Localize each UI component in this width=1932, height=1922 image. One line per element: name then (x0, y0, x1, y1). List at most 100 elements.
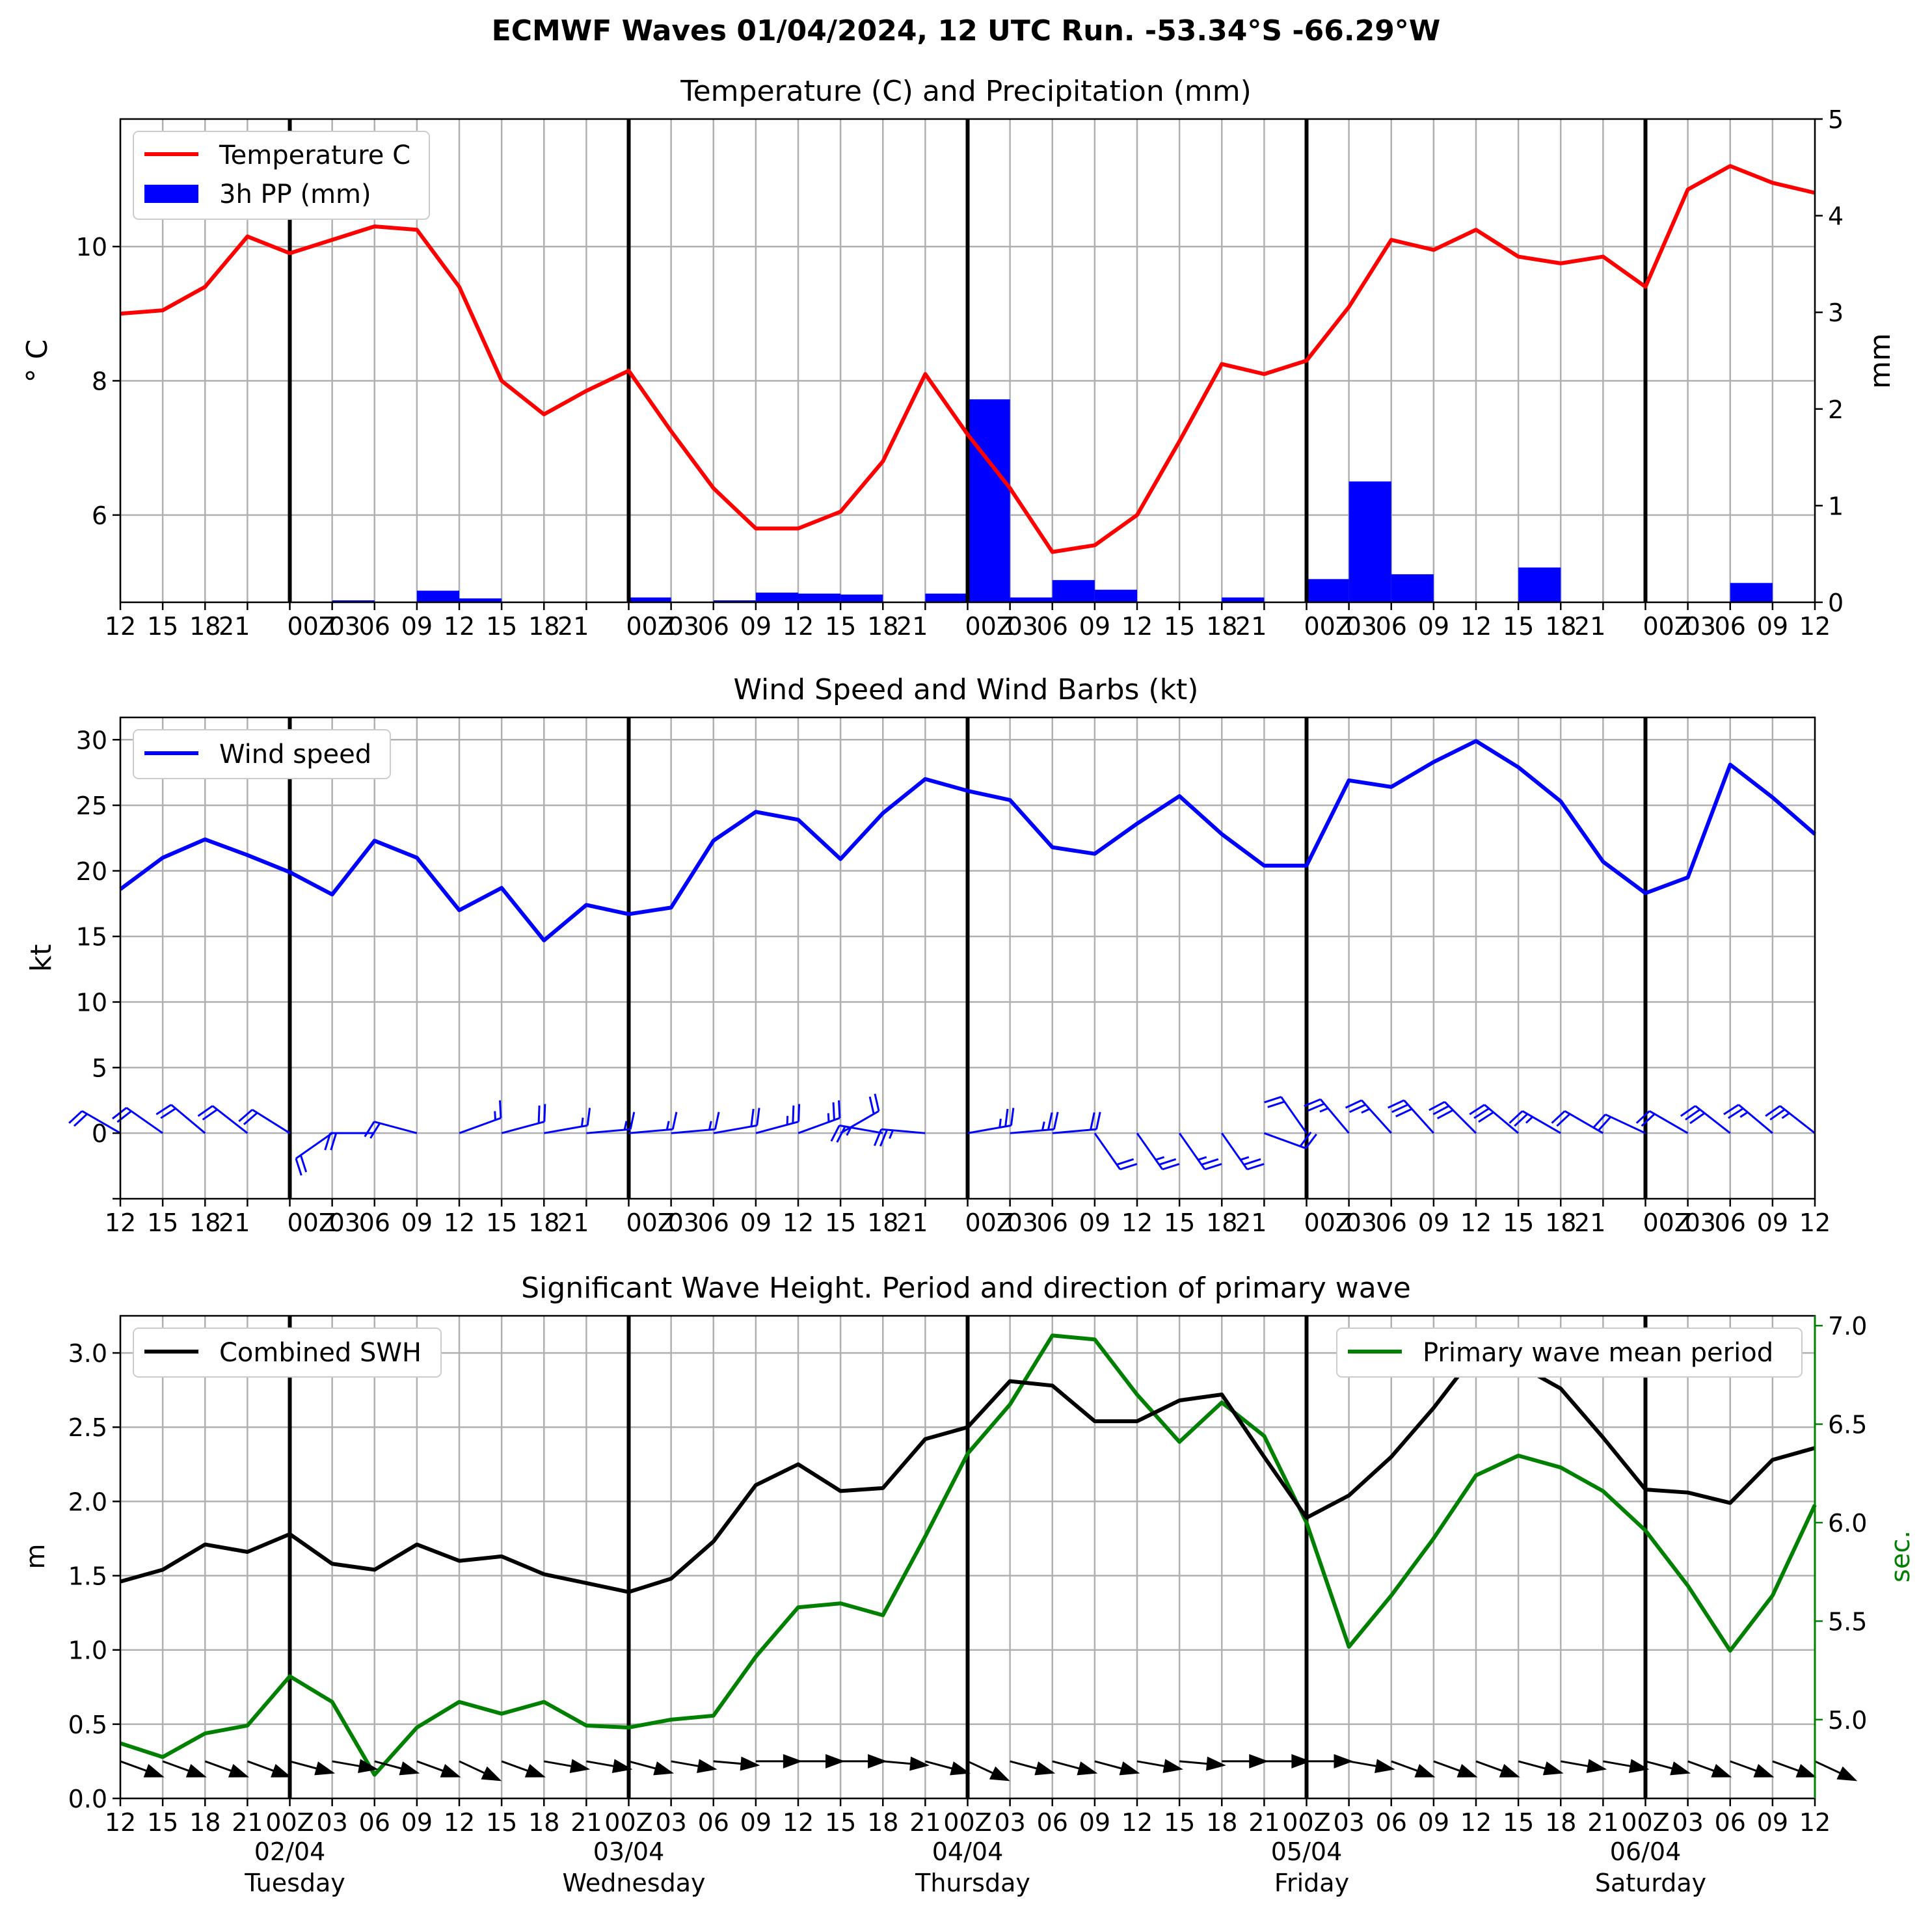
barb-half-flag (494, 1111, 496, 1121)
precip-bar (840, 594, 883, 602)
wave-arrow (1814, 1760, 1858, 1782)
x-tick-label: 12 (1121, 612, 1153, 641)
wind-barb (1469, 1104, 1520, 1134)
x-tick-label: 03 (994, 1808, 1025, 1837)
barb-flag (1047, 1112, 1053, 1130)
arrow-head (1586, 1759, 1607, 1774)
barb-half-flag (827, 1113, 830, 1123)
barb-staff (967, 1124, 1012, 1134)
wave-arrow (713, 1756, 760, 1771)
arrow-head (1836, 1766, 1858, 1782)
legend-wind-label: Wind speed (219, 740, 371, 769)
arrow-head (1077, 1761, 1098, 1776)
barb-flag (364, 1121, 375, 1138)
x-tick-label: 21 (219, 612, 250, 641)
x-tick-label: 21 (1248, 1808, 1280, 1837)
temperature-y-ticks: 6 8 10 (76, 233, 120, 530)
barb-half-flag (623, 1121, 628, 1130)
temperature-panel-title: Temperature (C) and Precipitation (mm) (680, 75, 1252, 108)
x-tick-label: 09 (740, 612, 771, 641)
x-tick-label: 06 (1376, 1208, 1407, 1237)
arrow-head (989, 1766, 1010, 1782)
barb-flag (1201, 1158, 1219, 1166)
x-tick-label: 12 (105, 1208, 136, 1237)
x-tick-label: 15 (1503, 1808, 1534, 1837)
legend-box (133, 729, 391, 779)
x-tick-label: 06 (1376, 1808, 1407, 1837)
legend-precip-label: 3h PP (mm) (219, 180, 371, 209)
barb-half-flag (1319, 1107, 1329, 1113)
wind-barb (1680, 1105, 1731, 1134)
wind-legend: Wind speed (133, 729, 391, 779)
x-tick-label: 18 (528, 1808, 559, 1837)
x-tick-label: 06 (1037, 612, 1068, 641)
x-tick-label: 18 (867, 612, 898, 641)
legend-box (1336, 1328, 1803, 1378)
precip-bar (1222, 597, 1265, 602)
arrow-head (440, 1763, 461, 1778)
barb-flag (1116, 1158, 1134, 1166)
legend-temperature-label: Temperature C (219, 140, 410, 170)
x-tick-label: 03 (655, 1808, 686, 1837)
barb-flag (1685, 1108, 1701, 1121)
wave-arrow (1560, 1759, 1607, 1774)
x-tick-label: 18 (1206, 612, 1237, 641)
barb-staff (126, 1106, 163, 1134)
x-tick-label: 12 (1460, 612, 1492, 641)
precip-bar (925, 593, 968, 602)
x-tick-label: 15 (825, 1808, 856, 1837)
barb-staff (373, 1121, 418, 1134)
x-tick-label: 00Z (1304, 1208, 1352, 1237)
x-tick-label: 21 (570, 1808, 602, 1837)
wave-arrow (1264, 1754, 1311, 1769)
y-tick-label: 2.5 (68, 1413, 107, 1442)
wind-barb (713, 1108, 760, 1134)
wave-arrow (1687, 1760, 1732, 1778)
wind-barb (840, 1093, 880, 1134)
wind-barb (628, 1112, 678, 1134)
wind-barb (671, 1112, 720, 1134)
day-date-label: 06/04 (1610, 1837, 1682, 1866)
arrow-head (1162, 1759, 1183, 1774)
arrow-head (1795, 1763, 1817, 1778)
barb-staff (1779, 1105, 1816, 1134)
wave-arrow (247, 1760, 292, 1778)
barb-staff (1695, 1105, 1731, 1134)
barb-half-flag (1361, 1108, 1370, 1114)
x-tick-label: 06 (1715, 612, 1746, 641)
y2-tick-label: 6.5 (1828, 1411, 1867, 1439)
day-labels: 02/04 Tuesday 03/04 Wednesday 04/04 Thursday 0… (244, 1837, 1706, 1897)
wave-arrow (671, 1759, 718, 1774)
x-tick-label: 06 (359, 612, 390, 641)
wind-barb (1264, 1096, 1308, 1134)
wind-barb (1592, 1114, 1646, 1134)
precip-bar (1348, 481, 1391, 602)
x-tick-label: 03 (1346, 1208, 1377, 1237)
x-tick-label: 15 (486, 1808, 517, 1837)
legend-swh-label: Combined SWH (219, 1338, 422, 1368)
x-tick-label: 18 (867, 1808, 898, 1837)
x-tick-label: 15 (486, 1208, 517, 1237)
barb-flag (879, 1129, 888, 1147)
barb-flag (1388, 1099, 1405, 1109)
x-tick-label: 21 (909, 1808, 941, 1837)
arrow-head (1034, 1761, 1056, 1776)
barb-staff (1648, 1110, 1689, 1134)
swh-legend: Combined SWH (133, 1328, 442, 1378)
wave-period-line (120, 1333, 1817, 1777)
x-tick-label: 15 (147, 1808, 178, 1837)
x-tick-label: 06 (1715, 1808, 1746, 1837)
x-tick-label: 00Z (288, 612, 336, 641)
y-tick-label: 25 (76, 792, 107, 820)
day-date-label: 02/04 (254, 1837, 326, 1866)
wind-barb (798, 1100, 841, 1134)
wind-barb (1304, 1098, 1350, 1134)
wave-arrow (459, 1760, 502, 1782)
barb-flag (155, 1104, 172, 1115)
x-tick-label: 06 (1037, 1208, 1068, 1237)
day-weekday-label: Saturday (1595, 1869, 1706, 1897)
barb-flag (586, 1108, 591, 1126)
barb-staff (543, 1124, 588, 1134)
y-tick-label: 10 (76, 233, 107, 261)
